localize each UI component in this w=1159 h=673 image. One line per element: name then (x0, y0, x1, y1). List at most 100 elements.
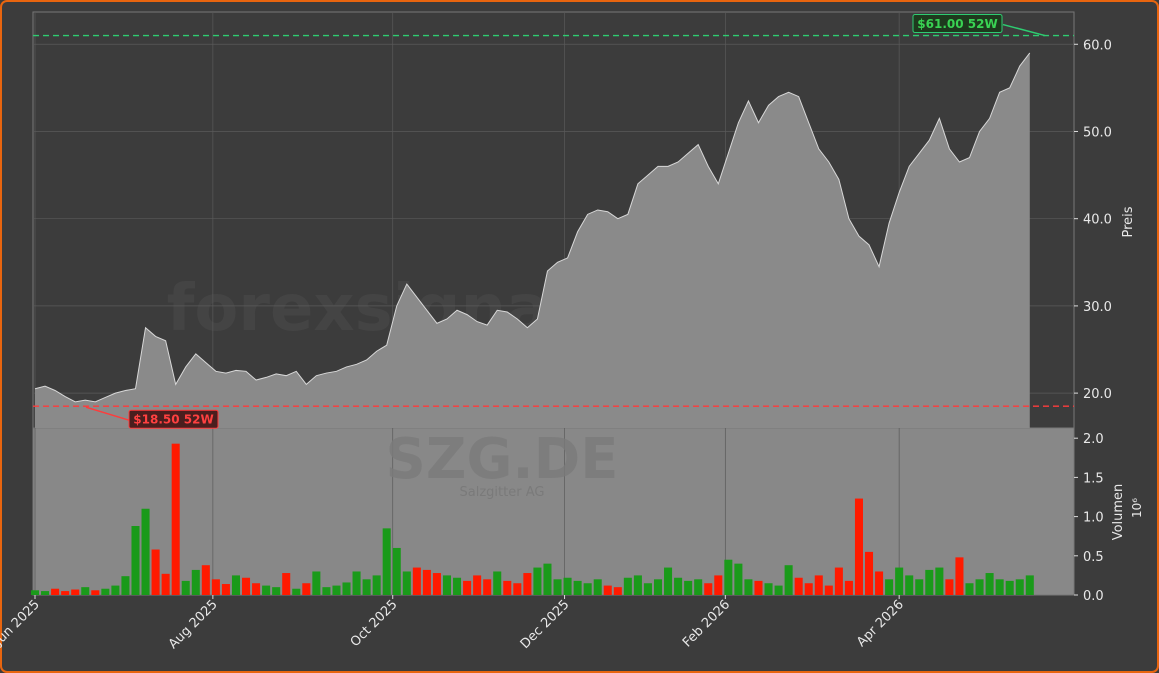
volume-bar (81, 587, 90, 595)
y-axis-title: Preis (1121, 206, 1136, 237)
volume-bar (61, 591, 70, 595)
volume-bar (252, 583, 261, 595)
volume-bar (905, 575, 914, 595)
volume-bar (774, 585, 783, 595)
volume-bar (664, 567, 673, 595)
annotation-box (912, 14, 1003, 34)
y-tick-label: 50.0 (1083, 125, 1112, 140)
volume-bar (543, 563, 552, 595)
y-tick-label: 20.0 (1083, 387, 1112, 402)
volume-bar (864, 551, 874, 595)
volume-bar (30, 590, 40, 595)
volume-bar (523, 573, 532, 595)
volume-bar (221, 584, 230, 595)
volume-bar (262, 585, 271, 595)
volume-bar (854, 498, 863, 595)
volume-bar (51, 588, 60, 595)
volume-bar (1025, 575, 1034, 595)
volume-bar (432, 573, 441, 595)
volume-bar (623, 577, 632, 595)
annotation-arrow (1002, 23, 1046, 37)
volume-bar (995, 579, 1004, 595)
y2-axis-unit: 10⁶ (1130, 498, 1144, 518)
annotation-label: $61.00 52W (917, 17, 997, 31)
volume-bar (794, 577, 803, 595)
volume-bar (352, 571, 361, 595)
price-area (35, 52, 1030, 429)
volume-bar (784, 565, 793, 595)
y2-tick-label: 0.0 (1083, 589, 1104, 604)
volume-bar (875, 571, 884, 595)
volume-bar (332, 585, 341, 595)
volume-bar (613, 587, 622, 595)
volume-bar (503, 580, 512, 595)
volume-bar (593, 579, 602, 595)
volume-bar (121, 576, 130, 595)
volume-bar (151, 549, 160, 595)
annotation-label: $18.50 52W (133, 413, 213, 427)
y-tick-label: 30.0 (1083, 300, 1112, 315)
volume-bar (583, 583, 592, 595)
volume-bar (312, 571, 321, 595)
volume-bar (744, 579, 753, 595)
volume-bar (935, 567, 944, 595)
volume-bar (422, 569, 431, 595)
volume-bar (603, 585, 612, 595)
volume-bar (915, 579, 924, 595)
annotation-arrow (85, 406, 130, 421)
volume-bar (382, 528, 391, 595)
volume-bar (181, 580, 190, 595)
volume-bar (513, 583, 522, 595)
volume-bar (111, 585, 120, 595)
volume-bar (171, 443, 180, 595)
volume-bar (844, 580, 853, 595)
y-tick-label: 40.0 (1083, 213, 1112, 228)
volume-bar (804, 583, 813, 595)
volume-bar (141, 508, 150, 595)
volume-bar (473, 575, 482, 595)
volume-bar (91, 590, 100, 595)
volume-bar (985, 573, 994, 595)
volume-bar (533, 567, 542, 595)
volume-bar (674, 577, 683, 595)
volume-bar (392, 547, 401, 595)
volume-bar (453, 577, 462, 595)
volume-bar (412, 567, 421, 595)
volume-bar (161, 573, 170, 595)
volume-bar (282, 573, 291, 595)
volume-bar (322, 587, 331, 595)
volume-bar (925, 569, 934, 595)
volume-bar (975, 579, 984, 595)
volume-bar (101, 588, 110, 595)
y2-tick-label: 1.0 (1083, 511, 1104, 526)
volume-bar (965, 583, 974, 595)
volume-bar (724, 559, 733, 595)
volume-bar (211, 579, 220, 595)
volume-bar (643, 583, 652, 595)
volume-bar (292, 588, 301, 595)
volume-bar (362, 579, 371, 595)
volume-bar (633, 575, 642, 595)
watermark-company: Salzgitter AG (460, 485, 545, 500)
y2-tick-label: 2.0 (1083, 432, 1104, 447)
volume-bar (483, 579, 492, 595)
volume-bar (945, 579, 954, 595)
y2-tick-label: 0.5 (1083, 550, 1104, 565)
volume-bar (272, 587, 281, 595)
volume-bar (814, 575, 823, 595)
volume-bar (553, 579, 562, 595)
y2-tick-label: 1.5 (1083, 471, 1104, 486)
price-line (34, 52, 1031, 403)
y-tick-label: 60.0 (1083, 38, 1112, 53)
volume-bar (463, 580, 472, 595)
volume-bar (1015, 579, 1024, 595)
volume-bar (834, 567, 843, 595)
volume-bar (201, 565, 210, 595)
volume-bar (302, 583, 311, 595)
volume-bar (824, 585, 833, 595)
volume-bar (231, 575, 240, 595)
volume-bar (955, 557, 964, 595)
volume-bar (764, 583, 773, 595)
